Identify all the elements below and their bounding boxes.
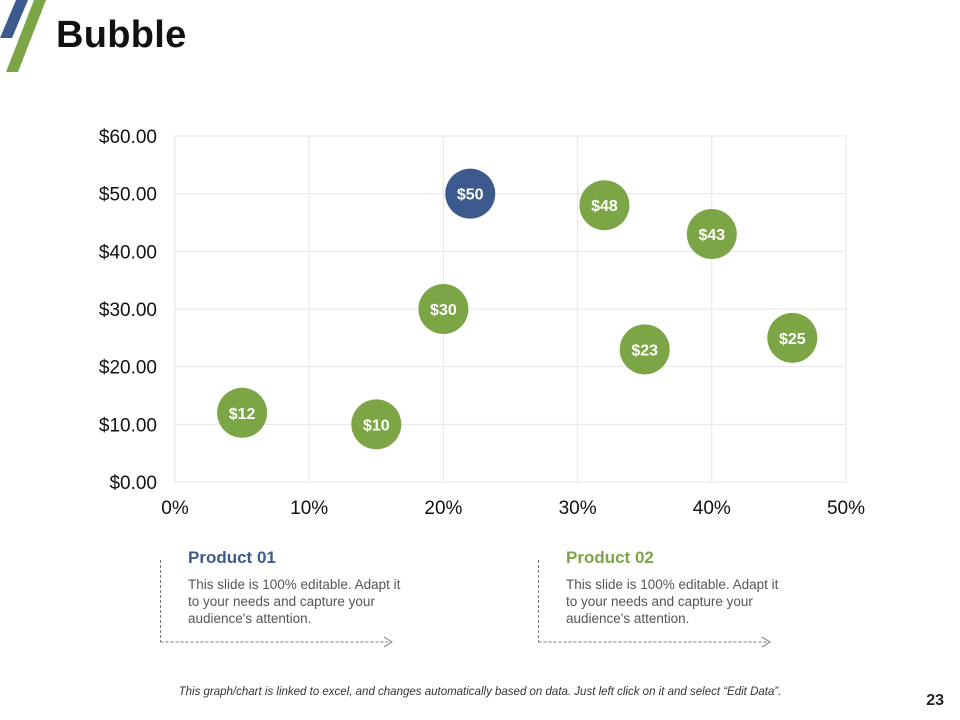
x-tick-label: 40% [693,498,731,519]
bubble-label: $12 [229,406,256,423]
x-axis-ticks: 0% 10% 20% 30% 40% 50% [161,498,865,519]
footer-note: This graph/chart is linked to excel, and… [178,686,782,698]
bubble-label: $10 [363,417,390,434]
bubble-2-4 [579,180,630,231]
x-tick-label: 10% [290,498,328,519]
bubble-label: $30 [430,302,457,319]
y-tick-label: $40.00 [99,242,157,263]
legend-title-product-01: Product 01 [188,548,276,567]
bubble-chart: $0.00 $10.00 $20.00 $30.00 $40.00 $50.00 $60.0… [99,127,865,519]
bubble-2-5 [619,324,670,375]
legend-description-product-01: This slide is 100% editable. Adapt it to… [188,577,401,626]
bubble-label: $48 [591,198,618,215]
bubble-2-3 [418,284,469,334]
bubble-label: $50 [457,187,484,204]
bubble-2-6 [686,209,737,260]
y-tick-label: $10.00 [99,415,157,436]
y-tick-label: $20.00 [99,358,157,379]
x-tick-label: 50% [827,498,865,519]
y-tick-label: $50.00 [99,185,157,206]
corner-stripes-decoration [0,0,46,72]
stripe-blue [0,0,28,38]
x-tick-label: 20% [424,498,462,519]
legend-frame-product-01 [160,560,393,648]
bubble-2-7 [767,312,818,363]
slide-title: Bubble [56,14,187,56]
bubble-label: $43 [698,227,725,244]
y-tick-label: $30.00 [99,300,157,321]
bubble-label: $23 [631,342,658,359]
legend-title-product-02: Product 02 [566,548,654,567]
y-tick-label: $60.00 [99,127,157,148]
bubble-1-1 [445,168,496,219]
bubble-label: $25 [779,331,806,348]
bubble-2-2 [351,399,402,450]
x-tick-label: 0% [161,498,189,519]
bubble-2-1 [217,387,268,438]
legend-frame-product-02 [538,560,771,648]
stripe-green [6,0,46,72]
x-tick-label: 30% [559,498,597,519]
y-axis-ticks: $0.00 $10.00 $20.00 $30.00 $40.00 $50.00 $60.0… [99,127,157,494]
chart-grid [174,135,847,483]
legend-description-product-02: This slide is 100% editable. Adapt it to… [566,577,779,626]
chart-bubbles: $50 $12 $10 $30 $48 $23 $43 $25 [217,168,818,450]
y-tick-label: $0.00 [109,473,157,494]
page-number: 23 [926,692,944,709]
